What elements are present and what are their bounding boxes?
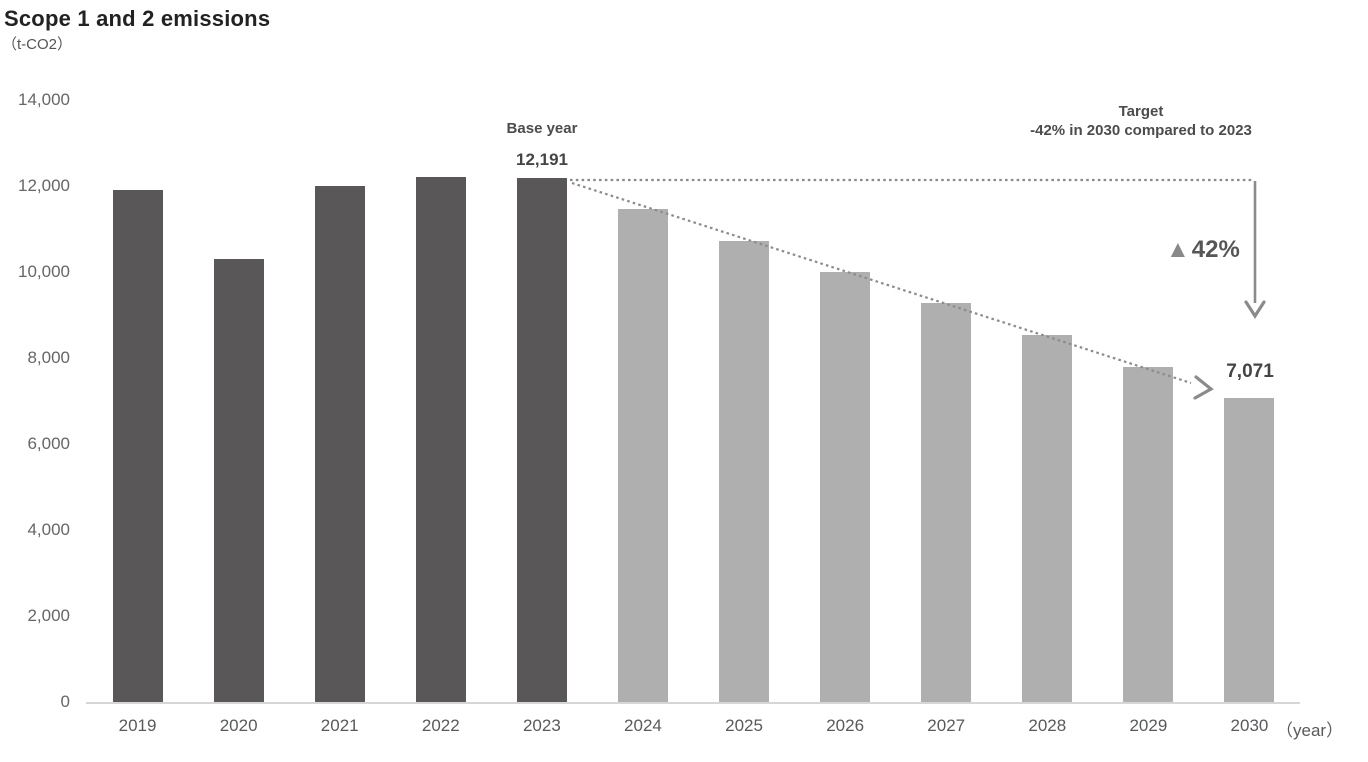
bar-2030 xyxy=(1224,397,1275,702)
x-tick-2025: 2025 xyxy=(725,716,763,735)
x-tick-2022: 2022 xyxy=(421,716,460,735)
triangle-icon: ▲ xyxy=(1166,236,1190,263)
chart-title: Scope 1 and 2 emissions xyxy=(4,6,271,31)
target-title: Target xyxy=(1118,103,1164,120)
bar-2026 xyxy=(820,272,871,702)
bar-2024 xyxy=(617,209,668,702)
y-tick-8,000: 8,000 xyxy=(27,348,70,367)
x-tick-2030: 2030 xyxy=(1230,716,1269,735)
x-tick-2023: 2023 xyxy=(522,716,561,735)
bar-2029 xyxy=(1123,366,1174,702)
y-tick-6,000: 6,000 xyxy=(27,434,70,453)
x-tick-2027: 2027 xyxy=(927,716,966,735)
bar-2027 xyxy=(921,303,972,702)
bar-2020 xyxy=(213,259,264,702)
y-tick-4,000: 4,000 xyxy=(27,520,70,539)
x-tick-2021: 2021 xyxy=(320,716,359,735)
x-tick-2029: 2029 xyxy=(1129,716,1168,735)
y-tick-10,000: 10,000 xyxy=(18,262,70,281)
bar-2021 xyxy=(314,186,365,702)
x-tick-2024: 2024 xyxy=(624,716,662,735)
bar-2023 xyxy=(516,177,567,702)
x-axis-line xyxy=(86,702,1300,704)
y-tick-2,000: 2,000 xyxy=(27,606,70,625)
bar-2022 xyxy=(415,177,466,702)
x-tick-2020: 2020 xyxy=(219,716,258,735)
target-value-label: 7,071 xyxy=(1226,361,1274,382)
reduction-badge: ▲42% xyxy=(1166,236,1240,264)
x-axis-year-suffix: （year） xyxy=(1276,721,1344,740)
bar-2019 xyxy=(112,190,163,702)
y-tick-14,000: 14,000 xyxy=(18,90,70,109)
x-tick-2026: 2026 xyxy=(826,716,865,735)
bar-2025 xyxy=(719,240,770,702)
target-detail: -42% in 2030 compared to 2023 xyxy=(1030,122,1252,139)
bar-2028 xyxy=(1022,335,1073,702)
target-drop-arrowhead-icon xyxy=(1244,300,1266,319)
y-tick-0: 0 xyxy=(60,692,70,711)
base-year-value: 12,191 xyxy=(516,150,568,169)
reduction-value: 42% xyxy=(1191,236,1240,263)
base-year-label: Base year xyxy=(506,120,578,137)
x-tick-2019: 2019 xyxy=(118,716,157,735)
target-annotation: Target -42% in 2030 compared to 2023 xyxy=(1016,102,1266,140)
y-tick-12,000: 12,000 xyxy=(18,176,70,195)
y-axis-unit-label: （t-CO2） xyxy=(2,36,73,53)
x-tick-2028: 2028 xyxy=(1028,716,1067,735)
